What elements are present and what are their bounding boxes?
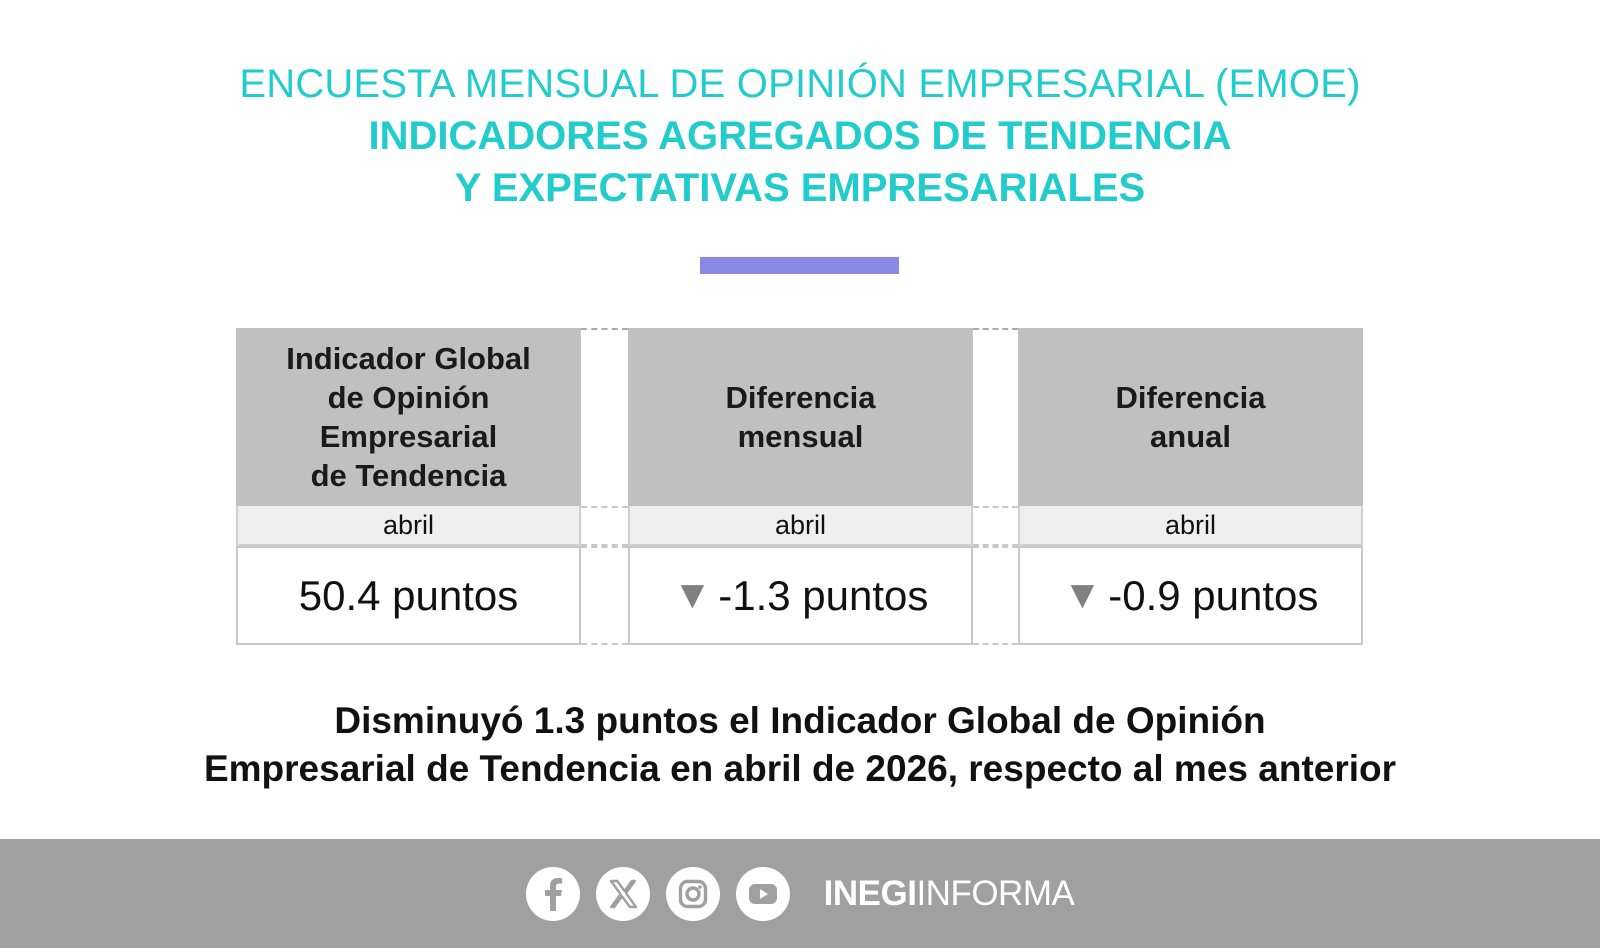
youtube-icon[interactable] [735, 866, 790, 921]
indicators-title-line2: Y EXPECTATIVAS EMPRESARIALES [454, 166, 1146, 210]
summary-line: Disminuyó 1.3 puntos el Indicador Global… [334, 700, 1266, 741]
heading-line: de Opinión [327, 380, 490, 415]
indicator-column-global: Indicador Global de Opinión Empresarial … [236, 328, 581, 645]
inegi-informa-brand: INEGIINFORMA [824, 874, 1075, 914]
heading-line: anual [1150, 419, 1231, 454]
down-triangle-icon: ▼ [1062, 573, 1103, 617]
indicator-column-annual: Diferencia anual abril ▼ -0.9 puntos [1018, 328, 1363, 645]
indicator-value: ▼ -0.9 puntos [1018, 546, 1363, 645]
instagram-icon[interactable] [665, 866, 720, 921]
heading-line: Empresarial [319, 419, 498, 454]
brand-bold: INEGI [823, 873, 917, 913]
column-heading: Indicador Global de Opinión Empresarial … [236, 328, 581, 506]
footer-bar: INEGIINFORMA [0, 839, 1600, 948]
period-label: abril [628, 506, 973, 546]
column-spacer [581, 328, 628, 645]
period-label: abril [236, 506, 581, 546]
heading-line: Diferencia [1115, 380, 1266, 415]
facebook-icon[interactable] [525, 866, 580, 921]
period-label: abril [1018, 506, 1363, 546]
value-text: -0.9 puntos [1108, 571, 1319, 619]
summary-text: Disminuyó 1.3 puntos el Indicador Global… [0, 697, 1600, 793]
indicators-table: Indicador Global de Opinión Empresarial … [236, 328, 1363, 645]
brand-regular: INFORMA [916, 873, 1075, 913]
indicator-value: 50.4 puntos [236, 546, 581, 645]
heading-line: mensual [737, 419, 864, 454]
survey-title: ENCUESTA MENSUAL DE OPINIÓN EMPRESARIAL … [239, 62, 1361, 106]
heading-line: Indicador Global [286, 341, 531, 376]
accent-divider [700, 257, 899, 274]
down-triangle-icon: ▼ [672, 573, 713, 617]
indicator-column-monthly: Diferencia mensual abril ▼ -1.3 puntos [628, 328, 973, 645]
heading-line: de Tendencia [310, 458, 507, 493]
value-text: 50.4 puntos [298, 571, 519, 619]
heading-line: Diferencia [725, 380, 876, 415]
column-heading: Diferencia anual [1018, 328, 1363, 506]
column-spacer [973, 328, 1018, 645]
x-icon[interactable] [595, 866, 650, 921]
title-block: ENCUESTA MENSUAL DE OPINIÓN EMPRESARIAL … [0, 58, 1600, 214]
summary-line: Empresarial de Tendencia en abril de 202… [203, 748, 1397, 789]
indicators-title-line1: INDICADORES AGREGADOS DE TENDENCIA [368, 114, 1232, 158]
social-links: INEGIINFORMA [525, 866, 1075, 921]
column-heading: Diferencia mensual [628, 328, 973, 506]
indicator-value: ▼ -1.3 puntos [628, 546, 973, 645]
value-text: -1.3 puntos [718, 571, 929, 619]
